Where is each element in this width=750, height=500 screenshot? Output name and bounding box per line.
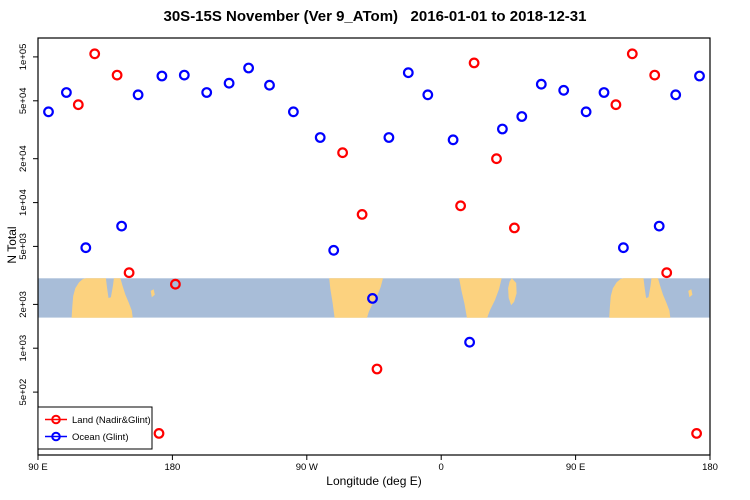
data-point-land bbox=[691, 428, 702, 439]
data-point-ocean bbox=[402, 67, 414, 79]
data-point-ocean bbox=[116, 220, 127, 232]
legend-entry: Land (Nadir&Glint) bbox=[45, 414, 151, 426]
y-axis-ticks: 5e+02 1e+03 2e+03 5e+03 1e+04 2e+04 5e+04 1e+05 bbox=[18, 44, 38, 406]
legend-box bbox=[37, 406, 153, 450]
data-point-ocean bbox=[535, 78, 547, 90]
data-point-ocean bbox=[580, 106, 592, 118]
land-mass-new-caledonia bbox=[150, 289, 155, 298]
data-point-ocean bbox=[558, 84, 570, 96]
legend-label: Ocean (Glint) bbox=[72, 432, 129, 443]
y-tick-label: 5e+02 bbox=[18, 379, 29, 406]
data-point-ocean bbox=[132, 89, 144, 101]
data-point-land bbox=[337, 147, 349, 159]
plot-frame bbox=[37, 37, 711, 456]
legend: Land (Nadir&Glint) Ocean (Glint) bbox=[37, 406, 153, 450]
data-point-ocean bbox=[618, 242, 629, 254]
data-point-ocean bbox=[61, 87, 72, 98]
data-point-land bbox=[123, 267, 135, 279]
y-tick-label: 1e+05 bbox=[18, 44, 29, 71]
data-point-ocean bbox=[367, 293, 378, 304]
data-point-ocean bbox=[156, 70, 168, 82]
x-tick-label: 90 W bbox=[296, 462, 318, 473]
data-point-land bbox=[610, 99, 622, 111]
data-point-ocean bbox=[243, 62, 255, 74]
data-point-ocean bbox=[288, 106, 299, 118]
land-mass-new-caledonia bbox=[688, 289, 693, 298]
data-point-land bbox=[509, 222, 520, 234]
series-ocean-points bbox=[43, 62, 705, 348]
data-point-land bbox=[72, 99, 84, 111]
data-point-land bbox=[649, 69, 661, 81]
data-point-ocean bbox=[447, 134, 459, 146]
chart-title: 30S-15S November (Ver 9_ATom) 2016-01-01… bbox=[163, 8, 587, 25]
data-point-land bbox=[89, 48, 101, 60]
data-point-land bbox=[169, 278, 181, 290]
data-point-ocean bbox=[653, 220, 665, 232]
y-tick-label: 5e+04 bbox=[18, 87, 29, 114]
data-point-ocean bbox=[178, 69, 190, 81]
data-point-ocean bbox=[497, 123, 508, 135]
data-point-land bbox=[111, 69, 123, 81]
legend-entry: Ocean (Glint) bbox=[45, 431, 129, 443]
data-point-land bbox=[491, 153, 502, 165]
data-point-land bbox=[371, 363, 383, 375]
legend-label: Land (Nadir&Glint) bbox=[72, 415, 151, 426]
data-point-land bbox=[455, 200, 467, 212]
x-axis-ticks: 90 E 180 90 W 0 90 E 180 bbox=[28, 455, 718, 473]
data-point-ocean bbox=[80, 242, 92, 254]
data-point-ocean bbox=[598, 87, 610, 98]
data-point-ocean bbox=[328, 244, 340, 256]
y-tick-label: 1e+04 bbox=[18, 189, 29, 216]
legend-marker-icon bbox=[51, 431, 61, 442]
data-point-ocean bbox=[464, 336, 476, 348]
data-point-land bbox=[153, 428, 165, 439]
land-mass-australia bbox=[71, 278, 133, 318]
data-point-ocean bbox=[516, 111, 528, 122]
x-tick-label: 180 bbox=[164, 462, 180, 473]
x-tick-label: 90 E bbox=[28, 462, 48, 473]
data-point-ocean bbox=[264, 79, 275, 91]
data-point-ocean bbox=[383, 132, 395, 143]
data-point-ocean bbox=[201, 87, 213, 98]
data-point-ocean bbox=[670, 89, 682, 101]
series-land-points bbox=[72, 48, 702, 439]
y-tick-label: 5e+03 bbox=[18, 233, 29, 260]
y-tick-label: 2e+03 bbox=[18, 291, 29, 318]
x-tick-label: 180 bbox=[702, 462, 718, 473]
x-tick-label: 0 bbox=[439, 462, 444, 473]
x-axis-label: Longitude (deg E) bbox=[326, 474, 422, 488]
land-mass-africa bbox=[459, 278, 502, 318]
data-point-land bbox=[356, 208, 368, 220]
data-point-ocean bbox=[43, 106, 54, 118]
y-tick-label: 1e+03 bbox=[18, 335, 29, 362]
data-point-ocean bbox=[314, 132, 326, 143]
data-point-ocean bbox=[223, 77, 235, 89]
land-mass-australia bbox=[609, 278, 671, 318]
data-point-land bbox=[468, 57, 480, 69]
data-point-land bbox=[661, 267, 673, 279]
land-mass-south-america bbox=[329, 278, 383, 318]
data-point-ocean bbox=[422, 89, 434, 101]
data-point-ocean bbox=[694, 70, 705, 82]
land-mass-madagascar bbox=[508, 278, 517, 306]
legend-marker-icon bbox=[51, 414, 61, 425]
y-tick-label: 2e+04 bbox=[18, 145, 29, 172]
world-map-band bbox=[38, 278, 710, 318]
x-tick-label: 90 E bbox=[566, 462, 586, 473]
data-point-land bbox=[626, 48, 638, 60]
